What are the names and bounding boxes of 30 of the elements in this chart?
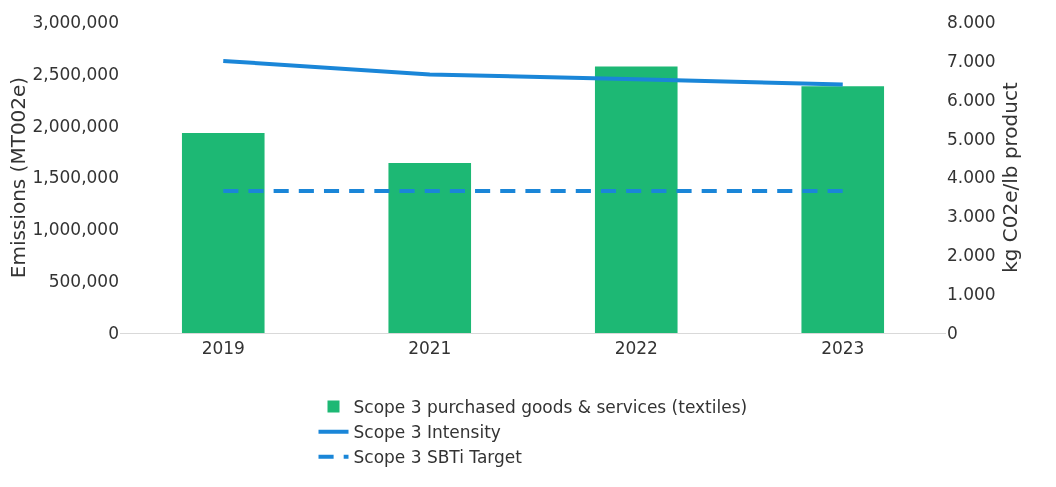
bar bbox=[388, 162, 472, 333]
y-tick-label: 1,000,000 bbox=[32, 219, 119, 240]
legend-label: Scope 3 SBTi Target bbox=[353, 447, 523, 468]
y2-tick-label: 8.000 bbox=[947, 11, 996, 32]
y2-tick-label: 1.000 bbox=[947, 284, 996, 305]
y-tick-label: 1,500,000 bbox=[32, 167, 119, 188]
bar bbox=[181, 132, 265, 333]
y2-tick-label: 2.000 bbox=[947, 245, 996, 266]
y2-tick-label: 6.000 bbox=[947, 89, 996, 110]
y2-tick-label: 4.000 bbox=[947, 167, 996, 188]
x-tick-label: 2021 bbox=[408, 338, 452, 359]
bar bbox=[801, 86, 885, 333]
y-tick-label: 0 bbox=[108, 322, 119, 343]
line-series bbox=[221, 58, 845, 87]
x-tick-label: 2019 bbox=[201, 338, 245, 359]
legend-label: Scope 3 Intensity bbox=[353, 422, 501, 443]
y2-tick-label: 5.000 bbox=[947, 128, 996, 149]
y-tick-label: 2,000,000 bbox=[32, 115, 119, 136]
y2-tick-label: 0 bbox=[947, 322, 958, 343]
y2-tick-label: 7.000 bbox=[947, 50, 996, 71]
y2-tick-label: 3.000 bbox=[947, 206, 996, 227]
y-tick-label: 3,000,000 bbox=[32, 11, 119, 32]
x-tick-label: 2023 bbox=[821, 338, 865, 359]
legend-label: Scope 3 purchased goods & services (textiles) bbox=[353, 397, 748, 418]
y-tick-label: 2,500,000 bbox=[32, 63, 119, 84]
y-tick-label: 500,000 bbox=[48, 271, 119, 292]
x-tick-label: 2022 bbox=[614, 338, 658, 359]
bar bbox=[594, 66, 678, 333]
y-axis-title: Emissions (MT002e) bbox=[6, 76, 31, 279]
y2-axis-title: kg C02e/lb product bbox=[997, 82, 1022, 273]
